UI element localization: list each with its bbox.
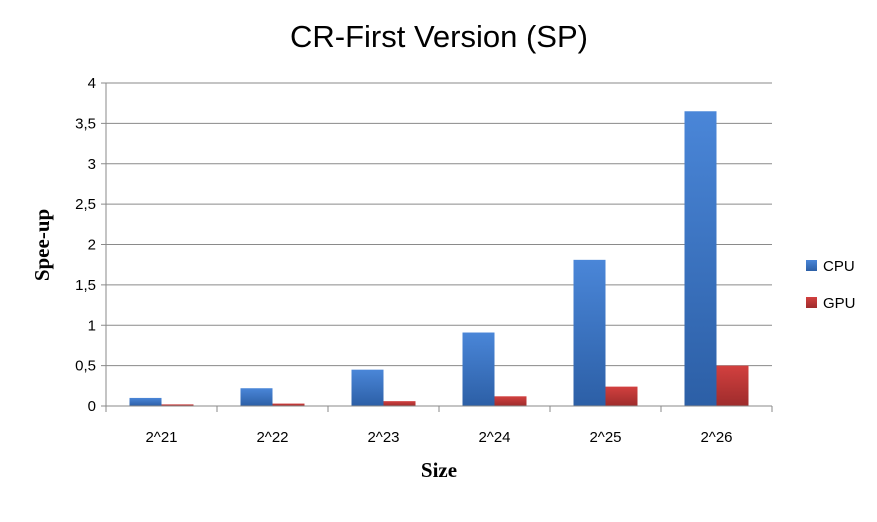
legend-label-cpu: CPU [823,258,855,275]
bar-cpu-5 [684,111,717,406]
bars [129,111,749,406]
bar-gpu-1 [272,403,305,406]
x-tick-label: 2^23 [367,429,399,446]
bar-gpu-4 [605,386,638,406]
bar-cpu-1 [240,388,273,406]
y-tick-label: 0 [88,398,96,415]
bar-cpu-0 [129,397,162,406]
x-tick-label: 2^25 [589,429,621,446]
legend-label-gpu: GPU [823,295,856,312]
y-tick-label: 1 [88,317,96,334]
grid-lines [106,82,772,367]
bar-cpu-2 [351,369,384,406]
x-axis-title: Size [421,458,457,482]
x-tick-label: 2^22 [256,429,288,446]
bar-gpu-2 [383,401,416,406]
y-tick-label: 3,5 [75,115,96,132]
y-tick-label: 2 [88,237,96,254]
y-axis-title: Spee-up [30,209,54,281]
x-axis-ticks: 2^21 2^22 2^23 2^24 2^25 2^26 [105,406,773,446]
legend-swatch-cpu [806,260,817,271]
y-tick-label: 2,5 [75,196,96,213]
bar-cpu-3 [462,332,495,406]
y-axis-ticks: 0 0,5 1 1,5 2 2,5 3 3,5 4 [75,75,106,415]
x-tick-label: 2^26 [700,429,732,446]
chart-title: CR-First Version (SP) [290,19,588,54]
bar-cpu-4 [573,259,606,406]
y-tick-label: 1,5 [75,277,96,294]
x-tick-label: 2^21 [145,429,177,446]
legend-swatch-gpu [806,297,817,308]
y-tick-label: 4 [88,75,96,92]
x-tick-label: 2^24 [478,429,510,446]
legend: CPU GPU [806,258,856,312]
bar-gpu-0 [161,404,194,406]
y-tick-label: 0,5 [75,358,96,375]
y-tick-label: 3 [88,156,96,173]
bar-gpu-5 [716,365,749,406]
bar-gpu-3 [494,396,527,406]
